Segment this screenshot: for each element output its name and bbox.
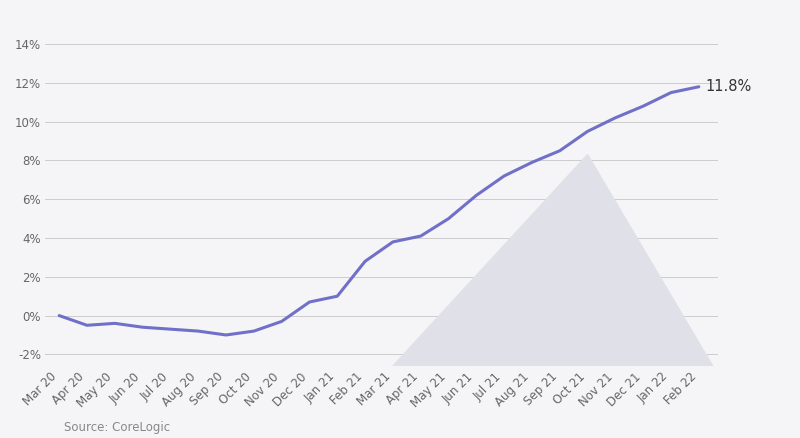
Polygon shape [393, 155, 713, 366]
Text: Source: CoreLogic: Source: CoreLogic [64, 420, 170, 434]
Text: 11.8%: 11.8% [706, 79, 752, 94]
